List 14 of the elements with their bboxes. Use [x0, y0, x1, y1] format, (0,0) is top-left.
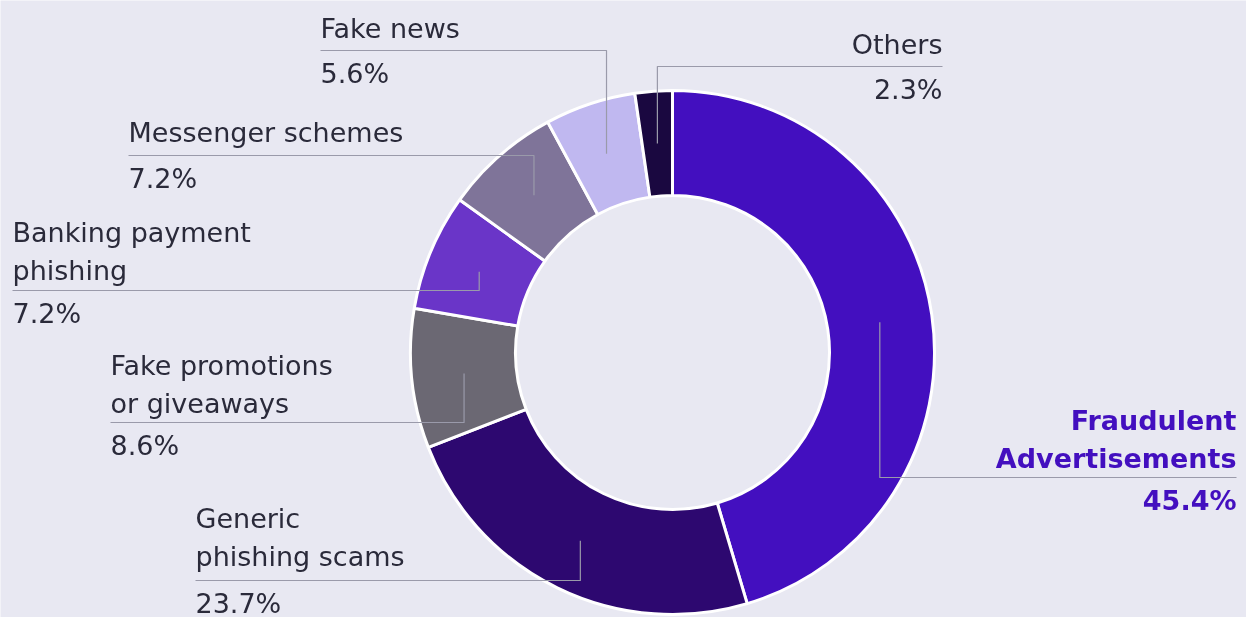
slice-label: Fraudulent Advertisements: [995, 405, 1237, 474]
slice-label: Generic phishing scams: [195, 503, 405, 572]
data-label: 23.7%: [195, 588, 282, 617]
slice-label: Banking payment phishing: [12, 217, 251, 286]
data-label: 7.2%: [12, 298, 82, 329]
slice-label: Messenger schemes: [128, 117, 404, 148]
data-label: 2.3%: [873, 74, 943, 105]
slice-label: Fake promotions or giveaways: [110, 350, 333, 419]
data-label: 45.4%: [1142, 485, 1237, 516]
data-label: 8.6%: [110, 430, 180, 461]
data-label: 7.2%: [128, 163, 198, 194]
slice-label: Fake news: [320, 13, 460, 44]
data-label: 5.6%: [320, 58, 390, 89]
slice-label: Others: [851, 29, 943, 60]
